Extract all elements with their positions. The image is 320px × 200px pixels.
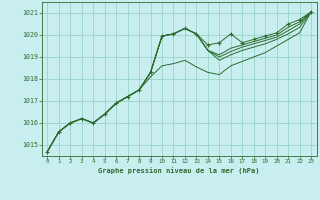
X-axis label: Graphe pression niveau de la mer (hPa): Graphe pression niveau de la mer (hPa) (99, 167, 260, 174)
